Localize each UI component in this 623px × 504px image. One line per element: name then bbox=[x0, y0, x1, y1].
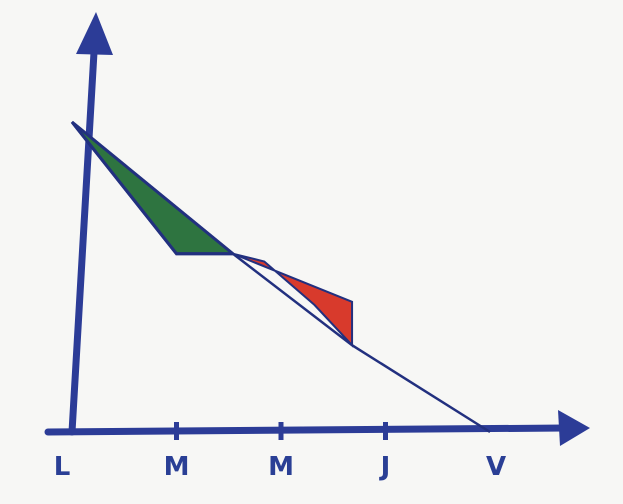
y-axis bbox=[68, 31, 99, 436]
x-axis bbox=[44, 424, 569, 436]
x-tick-label: V bbox=[486, 452, 506, 482]
x-tick-labels: L M M J V bbox=[54, 452, 506, 482]
x-tick-label: M bbox=[164, 452, 190, 482]
x-ticks bbox=[174, 422, 388, 440]
series-line-2 bbox=[71, 121, 491, 434]
axes bbox=[44, 12, 590, 446]
x-tick-label: L bbox=[54, 452, 71, 482]
x-tick-label: J bbox=[379, 452, 391, 482]
x-tick-label: M bbox=[268, 452, 294, 482]
series-line-1 bbox=[70, 121, 233, 256]
series-lines bbox=[70, 121, 491, 434]
y-axis-arrow bbox=[76, 12, 113, 55]
x-axis-arrow bbox=[558, 410, 590, 446]
red-region bbox=[232, 252, 354, 348]
